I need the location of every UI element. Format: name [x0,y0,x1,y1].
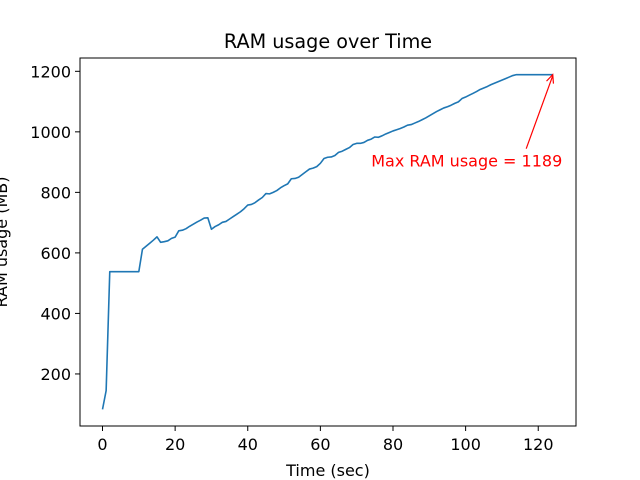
annotation-arrow-head [546,73,555,84]
x-tick-label: 0 [97,435,107,454]
x-tick-label: 100 [450,435,481,454]
y-tick-label: 1200 [30,62,71,81]
annotation-arrow-line [525,75,554,149]
series-layer [101,73,553,410]
chart-title: RAM usage over Time [224,30,432,53]
x-tick-label: 40 [238,435,258,454]
y-tick-label: 800 [40,183,71,202]
y-tick-label: 600 [40,244,71,263]
y-axis-label: RAM usage (MB) [0,177,11,308]
x-tick-label: 80 [383,435,403,454]
x-axis-label: Time (sec) [285,461,370,480]
x-tick-label: 20 [165,435,185,454]
annotation-layer [525,73,555,149]
max-ram-annotation: Max RAM usage = 1189 [371,152,562,171]
x-axis-ticks: 0 20 40 60 80 100 120 [97,426,554,454]
y-tick-label: 1000 [30,123,71,142]
x-tick-label: 60 [310,435,330,454]
plot-frame [79,57,577,427]
x-tick-label: 120 [523,435,554,454]
ram-usage-line [101,73,553,410]
y-tick-label: 200 [40,365,71,384]
y-tick-label: 400 [40,304,71,323]
y-axis-ticks: 200 400 600 800 1000 1200 [30,62,80,384]
